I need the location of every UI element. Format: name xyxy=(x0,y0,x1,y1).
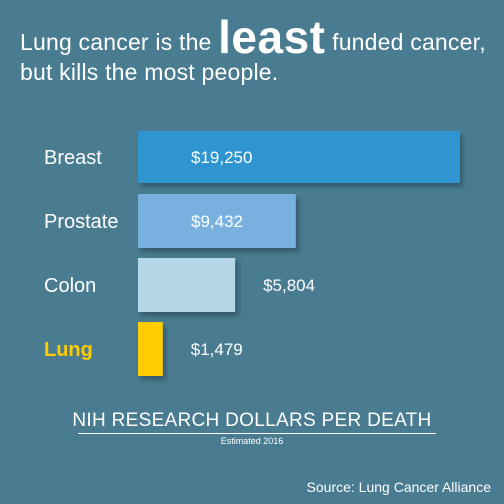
value-label-lung: $1,479 xyxy=(191,340,243,359)
headline-part2: funded cancer, xyxy=(325,29,486,55)
bar-prostate xyxy=(138,194,296,248)
bar-chart: Breast $19,250 Prostate $9,432 Colon $5,804 Lu… xyxy=(44,131,460,376)
category-label-breast: Breast xyxy=(44,147,102,169)
value-label-colon: $5,804 xyxy=(263,276,315,295)
category-label-lung: Lung xyxy=(44,339,93,361)
chart-subtitle: Estimated 2016 xyxy=(220,436,284,446)
chart-title: NIH RESEARCH DOLLARS PER DEATH xyxy=(72,410,432,431)
bar-colon xyxy=(138,258,236,312)
bar-breast xyxy=(138,131,460,183)
title-divider xyxy=(78,433,436,434)
value-label-prostate: $9,432 xyxy=(191,212,243,231)
category-label-colon: Colon xyxy=(44,275,96,297)
bar-lung xyxy=(138,322,163,376)
value-label-breast: $19,250 xyxy=(191,148,252,167)
headline-emphasis: least xyxy=(218,11,326,63)
headline-line2: but kills the most people. xyxy=(20,59,279,85)
category-label-prostate: Prostate xyxy=(44,211,118,233)
source-credit: Source: Lung Cancer Alliance xyxy=(306,479,491,495)
headline-part1: Lung cancer is the xyxy=(20,29,219,55)
headline: Lung cancer is the least funded cancer, b… xyxy=(20,14,495,87)
